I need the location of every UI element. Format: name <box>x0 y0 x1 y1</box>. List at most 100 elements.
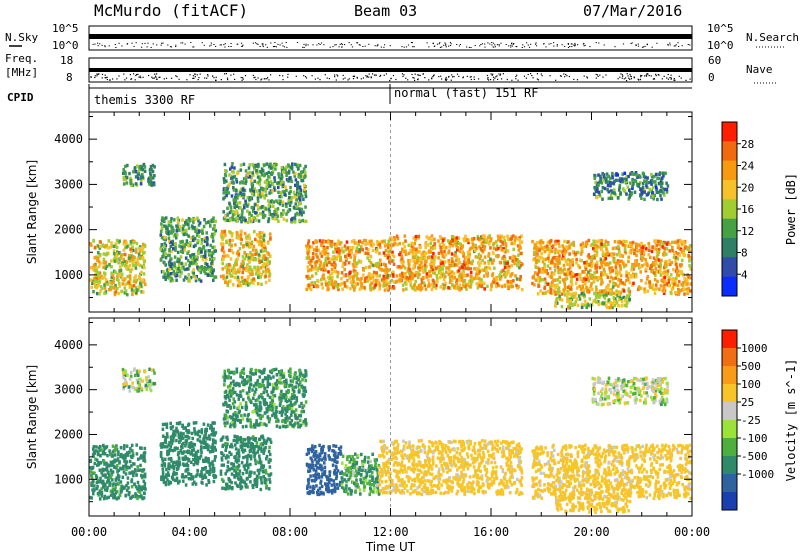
echo-cell <box>176 446 179 451</box>
echo-cell <box>378 287 381 291</box>
echo-cell <box>187 477 191 481</box>
echo-cell <box>462 254 465 258</box>
echo-cell <box>135 378 139 382</box>
echo-cell <box>260 170 263 174</box>
echo-cell <box>130 249 133 254</box>
echo-cell <box>112 277 116 281</box>
echo-cell <box>548 259 551 263</box>
echo-cell <box>646 275 650 279</box>
echo-cell <box>579 272 582 277</box>
echo-cell <box>296 183 300 188</box>
echo-cell <box>134 175 138 179</box>
echo-cell <box>345 240 349 244</box>
echo-cell <box>643 262 647 267</box>
echo-cell <box>433 268 437 273</box>
echo-cell <box>504 250 507 254</box>
echo-cell <box>348 271 351 275</box>
echo-cell <box>290 217 294 222</box>
echo-cell <box>409 280 412 284</box>
echo-cell <box>122 177 126 182</box>
echo-cell <box>141 246 145 250</box>
echo-cell <box>666 184 670 188</box>
echo-cell <box>492 277 496 281</box>
echo-cell <box>96 244 100 248</box>
echo-cell <box>294 213 297 217</box>
echo-cell <box>558 294 561 298</box>
echo-cell <box>378 251 381 256</box>
echo-cell <box>620 296 623 301</box>
echo-cell <box>670 287 674 292</box>
echo-cell <box>130 464 133 468</box>
echo-cell <box>387 249 391 254</box>
echo-cell <box>390 259 394 263</box>
echo-cell <box>505 272 509 277</box>
echo-cell <box>296 205 299 209</box>
echo-cell <box>257 256 261 260</box>
echo-cell <box>211 259 214 264</box>
echo-cell <box>119 454 122 459</box>
echo-cell <box>483 287 486 291</box>
echo-cell <box>197 219 200 223</box>
echo-cell <box>193 217 197 222</box>
echo-cell <box>334 244 338 248</box>
echo-cell <box>256 203 259 208</box>
echo-cell <box>465 255 468 260</box>
echo-cell <box>304 194 308 199</box>
echo-cell <box>657 264 661 268</box>
echo-cell <box>273 179 277 183</box>
echo-cell <box>303 170 307 175</box>
echo-cell <box>611 285 615 289</box>
echo-cell <box>246 209 249 213</box>
echo-cell <box>239 242 243 246</box>
echo-cell <box>248 281 252 286</box>
echo-cell <box>430 287 434 292</box>
echo-cell <box>213 458 217 462</box>
echo-cell <box>646 289 649 293</box>
echo-cell <box>271 214 274 218</box>
echo-cell <box>429 269 433 273</box>
echo-cell <box>148 385 152 389</box>
echo-cell <box>258 260 262 264</box>
echo-cell <box>195 262 198 266</box>
echo-cell <box>250 218 254 222</box>
echo-cell <box>413 255 417 259</box>
echo-cell <box>225 271 229 275</box>
echo-cell <box>273 210 276 214</box>
echo-cell <box>428 269 431 274</box>
echo-cell <box>442 238 445 242</box>
echo-cell <box>556 278 560 282</box>
echo-cell <box>189 261 192 265</box>
echo-cell <box>441 261 444 265</box>
echo-cell <box>168 249 171 253</box>
colorbar-swatch <box>722 276 737 297</box>
echo-cell <box>566 285 570 290</box>
echo-cell <box>585 261 588 265</box>
echo-cell <box>401 283 405 287</box>
echo-cell <box>614 261 618 265</box>
echo-cell <box>101 451 105 456</box>
echo-cell <box>344 262 347 266</box>
echo-cell <box>135 250 138 254</box>
echo-cell <box>400 256 404 261</box>
echo-cell <box>92 268 95 272</box>
echo-cell <box>375 271 378 275</box>
echo-cell <box>101 479 105 483</box>
echo-cell <box>598 192 601 197</box>
echo-cell <box>116 287 119 291</box>
echo-cell <box>478 264 481 268</box>
echo-cell <box>96 463 99 467</box>
echo-cell <box>592 299 595 304</box>
echo-cell <box>108 288 111 292</box>
echo-cell <box>579 287 583 292</box>
echo-cell <box>453 284 456 289</box>
echo-cell <box>401 247 404 251</box>
echo-cell <box>597 190 601 195</box>
echo-cell <box>592 192 596 196</box>
echo-cell <box>192 475 195 479</box>
echo-cell <box>460 286 463 291</box>
echo-cell <box>289 200 293 204</box>
echo-cell <box>622 188 626 193</box>
echo-cell <box>479 237 482 241</box>
echo-cell <box>114 482 118 486</box>
echo-cell <box>130 479 133 484</box>
